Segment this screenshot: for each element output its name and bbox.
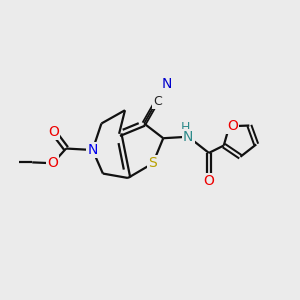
Text: N: N bbox=[161, 77, 172, 91]
Text: O: O bbox=[47, 156, 58, 170]
Text: N: N bbox=[183, 130, 194, 144]
Text: O: O bbox=[227, 119, 238, 133]
Text: C: C bbox=[153, 95, 162, 108]
Text: N: N bbox=[87, 143, 98, 157]
Text: O: O bbox=[48, 125, 59, 139]
Text: H: H bbox=[181, 122, 190, 134]
Text: O: O bbox=[203, 174, 214, 188]
Text: S: S bbox=[148, 156, 157, 170]
